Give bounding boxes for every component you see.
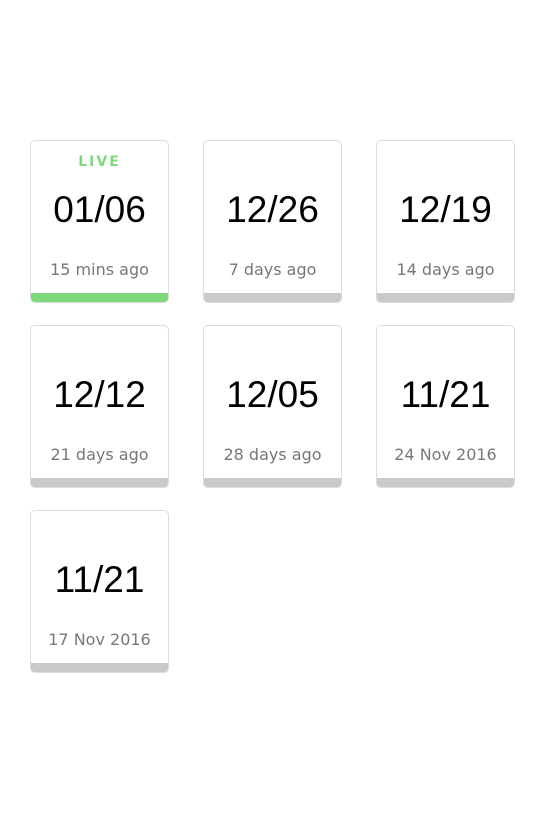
- card-date: 12/05: [226, 374, 319, 415]
- card-date: 11/21: [400, 374, 491, 415]
- card-timestamp: 7 days ago: [228, 260, 317, 279]
- card-date: 11/21: [54, 559, 145, 600]
- week-card-live[interactable]: LIVE 01/06 15 mins ago: [30, 140, 169, 303]
- card-timestamp: 28 days ago: [223, 445, 322, 464]
- live-status-bar: [31, 293, 168, 302]
- week-card[interactable]: 12/19 14 days ago: [376, 140, 515, 303]
- week-card[interactable]: 12/05 28 days ago: [203, 325, 342, 488]
- status-bar: [377, 293, 514, 302]
- card-date: 12/26: [226, 189, 319, 230]
- card-date: 01/06: [53, 189, 146, 230]
- card-timestamp: 24 Nov 2016: [394, 445, 497, 464]
- card-date: 12/19: [399, 189, 492, 230]
- status-bar: [204, 293, 341, 302]
- status-bar: [31, 478, 168, 487]
- week-card[interactable]: 11/21 24 Nov 2016: [376, 325, 515, 488]
- status-bar: [31, 663, 168, 672]
- status-bar: [204, 478, 341, 487]
- card-timestamp: 14 days ago: [396, 260, 495, 279]
- week-card[interactable]: 12/12 21 days ago: [30, 325, 169, 488]
- week-card[interactable]: 12/26 7 days ago: [203, 140, 342, 303]
- card-timestamp: 17 Nov 2016: [48, 630, 151, 649]
- card-timestamp: 15 mins ago: [50, 260, 149, 279]
- card-date: 12/12: [53, 374, 146, 415]
- week-card-grid: LIVE 01/06 15 mins ago 12/26 7 days ago …: [30, 140, 515, 673]
- status-bar: [377, 478, 514, 487]
- week-card[interactable]: 11/21 17 Nov 2016: [30, 510, 169, 673]
- card-timestamp: 21 days ago: [50, 445, 149, 464]
- live-badge: LIVE: [78, 154, 121, 170]
